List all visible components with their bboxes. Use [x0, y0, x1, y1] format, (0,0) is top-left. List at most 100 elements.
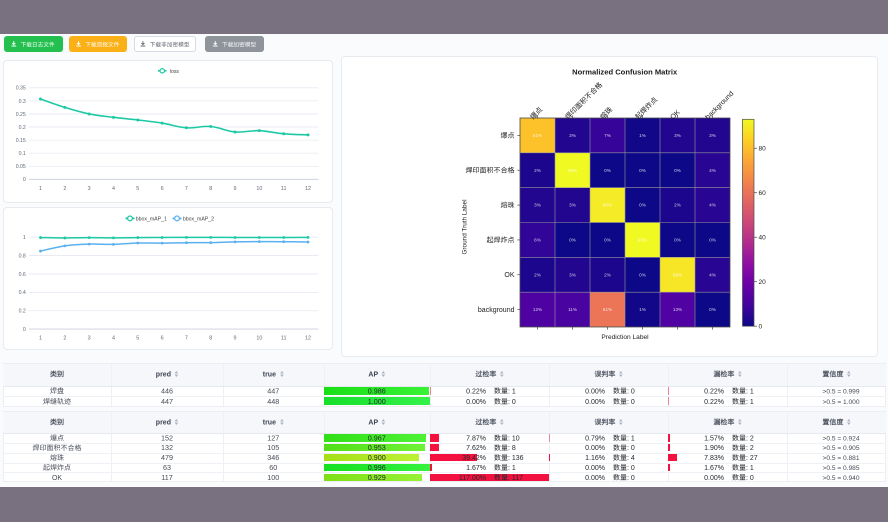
svg-text:446: 446 — [161, 386, 173, 395]
svg-text:0: 0 — [23, 327, 26, 333]
svg-text:0.900: 0.900 — [368, 453, 386, 462]
svg-text:0.25: 0.25 — [16, 112, 26, 118]
svg-text:: 8: : 8 — [508, 445, 516, 452]
svg-text:117.00%: 117.00% — [459, 475, 486, 482]
svg-text:>0.5 = 0.940: >0.5 = 0.940 — [822, 475, 859, 482]
svg-text:3%: 3% — [569, 133, 576, 138]
svg-text:: 2: : 2 — [746, 445, 754, 452]
svg-text:10: 10 — [256, 186, 262, 192]
svg-text:: 4: : 4 — [627, 455, 635, 462]
svg-text:6%: 6% — [534, 238, 541, 243]
svg-text:2%: 2% — [604, 272, 611, 277]
svg-text:1.57%: 1.57% — [704, 435, 724, 442]
svg-text:4%: 4% — [709, 272, 716, 277]
svg-text:12%: 12% — [533, 307, 542, 312]
svg-text:447: 447 — [161, 397, 173, 406]
svg-text:0.2: 0.2 — [19, 125, 26, 131]
svg-text:3%: 3% — [569, 203, 576, 208]
svg-text:90%: 90% — [603, 203, 612, 208]
svg-text:AP: AP — [368, 419, 378, 426]
svg-text:6: 6 — [161, 336, 164, 342]
svg-text:20: 20 — [759, 279, 767, 286]
svg-text:7: 7 — [185, 336, 188, 342]
svg-text:0.6: 0.6 — [19, 272, 26, 278]
svg-text:0.4: 0.4 — [19, 290, 26, 296]
svg-text:3%: 3% — [569, 272, 576, 277]
svg-text:7.83%: 7.83% — [704, 455, 724, 462]
svg-text:0: 0 — [759, 324, 763, 331]
svg-text:117: 117 — [161, 473, 172, 482]
svg-text:5: 5 — [136, 186, 139, 192]
svg-text:1: 1 — [39, 186, 42, 192]
svg-text:OK: OK — [52, 475, 62, 482]
svg-text:: 0: : 0 — [627, 445, 635, 452]
svg-text:7.87%: 7.87% — [466, 435, 486, 442]
svg-text:0%: 0% — [674, 238, 681, 243]
svg-text:bbox_mAP_1: bbox_mAP_1 — [136, 217, 167, 223]
svg-text:1: 1 — [23, 235, 26, 241]
svg-text:1.67%: 1.67% — [466, 465, 486, 472]
svg-text:: 1: : 1 — [746, 465, 754, 472]
svg-text:0.996: 0.996 — [368, 463, 386, 472]
svg-text:4%: 4% — [709, 168, 716, 173]
svg-text:AP: AP — [368, 371, 378, 378]
svg-text:4: 4 — [112, 336, 115, 342]
svg-text:0.8: 0.8 — [19, 253, 26, 259]
svg-text:: 136: : 136 — [508, 455, 524, 462]
svg-text:0%: 0% — [639, 168, 646, 173]
svg-text:: 2: : 2 — [746, 435, 754, 442]
svg-text:: 0: : 0 — [508, 399, 516, 406]
svg-text:0.967: 0.967 — [368, 433, 386, 442]
svg-text:93%: 93% — [638, 238, 647, 243]
svg-text:: 0: : 0 — [746, 475, 754, 482]
svg-text:: 0: : 0 — [627, 475, 635, 482]
svg-text:: 1: : 1 — [746, 388, 754, 395]
svg-text:40: 40 — [759, 235, 767, 242]
svg-text:7.62%: 7.62% — [466, 445, 486, 452]
svg-text:1.90%: 1.90% — [704, 445, 724, 452]
svg-text:0.00%: 0.00% — [585, 388, 605, 395]
svg-text:0.953: 0.953 — [368, 443, 386, 452]
svg-text:127: 127 — [267, 433, 279, 442]
svg-text:loss: loss — [170, 69, 180, 75]
svg-text:: 1: : 1 — [508, 388, 516, 395]
svg-text:: 0: : 0 — [627, 465, 635, 472]
svg-text:0.05: 0.05 — [16, 164, 26, 170]
svg-text:11%: 11% — [568, 307, 577, 312]
svg-text:>0.5 = 0.905: >0.5 = 0.905 — [822, 445, 859, 452]
svg-text:0.22%: 0.22% — [466, 388, 486, 395]
svg-text:105: 105 — [267, 443, 279, 452]
svg-text:background: background — [478, 307, 515, 314]
svg-text:12: 12 — [305, 186, 311, 192]
svg-text:81%: 81% — [533, 133, 542, 138]
svg-text:2%: 2% — [534, 168, 541, 173]
svg-text:5: 5 — [136, 336, 139, 342]
svg-text:0%: 0% — [604, 238, 611, 243]
svg-text:0.22%: 0.22% — [704, 399, 724, 406]
svg-text:0.15: 0.15 — [16, 138, 26, 144]
svg-text:11: 11 — [281, 336, 287, 342]
svg-text:>0.5 = 0.985: >0.5 = 0.985 — [822, 465, 859, 472]
svg-text:Ground Truth Label: Ground Truth Label — [462, 199, 469, 254]
svg-text:0%: 0% — [709, 238, 716, 243]
svg-text:: 27: : 27 — [746, 455, 758, 462]
svg-text:pred: pred — [156, 371, 171, 378]
svg-text:4: 4 — [112, 186, 115, 192]
svg-text:0: 0 — [23, 177, 26, 183]
svg-text:2%: 2% — [534, 272, 541, 277]
svg-text:13%: 13% — [673, 307, 682, 312]
svg-text:0.2: 0.2 — [19, 309, 26, 315]
svg-text:Normalized Confusion Matrix: Normalized Confusion Matrix — [572, 68, 678, 77]
svg-text:9: 9 — [234, 186, 237, 192]
svg-text:0%: 0% — [709, 307, 716, 312]
svg-text:: 0: : 0 — [627, 399, 635, 406]
svg-text:3%: 3% — [534, 203, 541, 208]
svg-text:80: 80 — [759, 146, 767, 153]
svg-text:true: true — [263, 371, 276, 378]
svg-text:: 10: : 10 — [508, 435, 520, 442]
svg-text:0.00%: 0.00% — [585, 399, 605, 406]
svg-text:background: background — [704, 90, 735, 121]
svg-text:1%: 1% — [639, 307, 646, 312]
svg-text:152: 152 — [161, 433, 173, 442]
svg-text:12: 12 — [305, 336, 311, 342]
